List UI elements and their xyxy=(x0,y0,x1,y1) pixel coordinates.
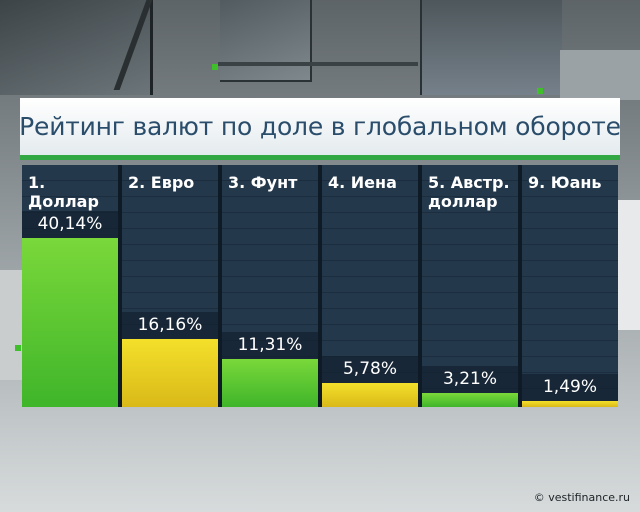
background-panel xyxy=(220,0,312,82)
watermark: © vestifinance.ru xyxy=(533,491,630,504)
data-label: 40,14% xyxy=(22,210,118,238)
category-label: 2. Евро xyxy=(128,173,195,192)
data-label: 5,78% xyxy=(322,355,418,383)
bar xyxy=(22,237,118,407)
category-label: 3. Фунт xyxy=(228,173,298,192)
bar-column: 9. Юань 1,49% xyxy=(522,165,618,407)
category-label: 4. Иена xyxy=(328,173,397,192)
chart-title: Рейтинг валют по доле в глобальном оборо… xyxy=(19,112,621,141)
bar-column: 4. Иена 5,78% xyxy=(322,165,418,407)
bar xyxy=(322,382,418,407)
background-panel xyxy=(615,200,640,330)
bar-column: 1. Доллар 40,14% xyxy=(22,165,118,407)
bar-chart: 1. Доллар 40,14% 2. Евро 16,16% 3. Фунт 11,31… xyxy=(22,165,618,407)
category-label: 5. Австр. доллар xyxy=(428,173,510,211)
bar xyxy=(222,359,318,407)
background-panel xyxy=(560,50,640,100)
background-panel xyxy=(0,270,22,380)
data-label: 3,21% xyxy=(422,366,518,394)
bar xyxy=(422,393,518,407)
bar-column: 3. Фунт 11,31% xyxy=(222,165,318,407)
data-label: 1,49% xyxy=(522,373,618,401)
background-beam xyxy=(218,62,418,66)
bar-column: 5. Австр. доллар 3,21% xyxy=(422,165,518,407)
bar-column: 2. Евро 16,16% xyxy=(122,165,218,407)
data-label: 11,31% xyxy=(222,332,318,360)
category-label: 9. Юань xyxy=(528,173,602,192)
bar xyxy=(522,400,618,407)
background-marker xyxy=(15,345,21,351)
bar xyxy=(122,338,218,407)
background-marker xyxy=(212,64,218,70)
background-panel xyxy=(420,0,562,95)
background-panel xyxy=(0,0,153,95)
background-marker xyxy=(537,88,543,94)
data-label: 16,16% xyxy=(122,311,218,339)
category-label: 1. Доллар xyxy=(28,173,99,211)
chart-title-banner: Рейтинг валют по доле в глобальном оборо… xyxy=(19,98,621,160)
